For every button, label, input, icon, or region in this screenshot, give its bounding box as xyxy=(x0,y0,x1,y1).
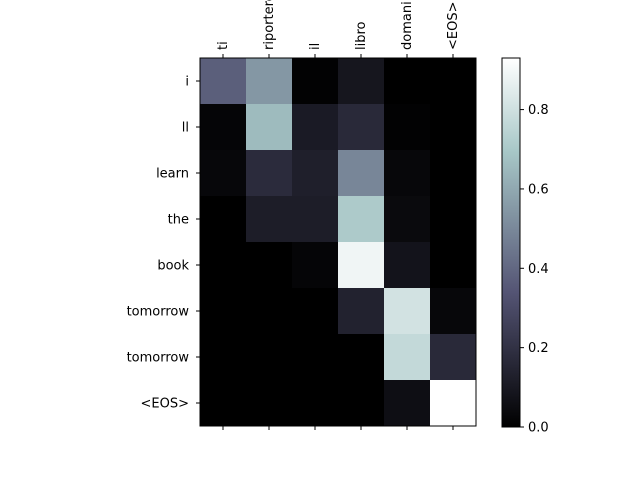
colorbar-tick-label: 0.8 xyxy=(528,103,549,118)
heatmap-cell-r2-c4 xyxy=(384,150,431,197)
heatmap-cell-r3-c0 xyxy=(200,196,247,243)
colorbar-tick-label: 0.2 xyxy=(528,341,549,356)
heatmap-cell-r4-c4 xyxy=(384,242,431,289)
heatmap-cell-r0-c1 xyxy=(246,58,293,105)
heatmap-cell-r7-c2 xyxy=(292,380,339,427)
colorbar-tick-label: 0.6 xyxy=(528,182,549,197)
heatmap-cell-r7-c3 xyxy=(338,380,385,427)
heatmap-cell-r0-c4 xyxy=(384,58,431,105)
heatmap-cell-r1-c0 xyxy=(200,104,247,151)
heatmap-cell-r6-c1 xyxy=(246,334,293,381)
heatmap-cell-r4-c1 xyxy=(246,242,293,289)
heatmap-cell-r4-c2 xyxy=(292,242,339,289)
x-tick-label: il xyxy=(308,43,323,50)
heatmap-cell-r0-c0 xyxy=(200,58,247,105)
plot-frame xyxy=(199,57,477,427)
heatmap-cell-r5-c0 xyxy=(200,288,247,335)
heatmap-cell-r2-c2 xyxy=(292,150,339,197)
heatmap-cell-r4-c3 xyxy=(338,242,385,289)
heatmap-cell-r0-c5 xyxy=(430,58,477,105)
heatmap-plot: ti riporterò il libro domani <EOS> i ll learn the… xyxy=(127,0,477,430)
heatmap-cell-r1-c3 xyxy=(338,104,385,151)
heatmap-cell-r6-c3 xyxy=(338,334,385,381)
heatmap-cell-r2-c0 xyxy=(200,150,247,197)
heatmap-cell-r7-c1 xyxy=(246,380,293,427)
y-tick-label: tomorrow xyxy=(127,351,190,366)
heatmap-cell-r7-c4 xyxy=(384,380,431,427)
heatmap-cell-r7-c0 xyxy=(200,380,247,427)
heatmap-cell-r0-c2 xyxy=(292,58,339,105)
heatmap-cell-r1-c1 xyxy=(246,104,293,151)
y-tick-label: learn xyxy=(156,167,189,182)
x-tick-label: libro xyxy=(354,21,369,50)
heatmap-cell-r1-c5 xyxy=(430,104,477,151)
heatmap-cell-r2-c3 xyxy=(338,150,385,197)
heatmap-cell-r1-c2 xyxy=(292,104,339,151)
heatmap-cell-r4-c5 xyxy=(430,242,477,289)
heatmap-cell-r3-c1 xyxy=(246,196,293,243)
colorbar-gradient xyxy=(501,57,521,428)
heatmap-cell-r5-c3 xyxy=(338,288,385,335)
heatmap-cell-r6-c0 xyxy=(200,334,247,381)
colorbar-tick-label: 0.0 xyxy=(528,421,549,436)
colorbar-tick-label: 0.4 xyxy=(528,262,549,277)
heatmap-cell-r6-c4 xyxy=(384,334,431,381)
heatmap-cell-r0-c3 xyxy=(338,58,385,105)
y-tick-label: tomorrow xyxy=(127,305,190,320)
x-tick-label: ti xyxy=(216,41,231,50)
y-tick-label: the xyxy=(168,213,189,228)
heatmap-cell-r5-c5 xyxy=(430,288,477,335)
y-tick-label: ll xyxy=(182,121,189,136)
heatmap-cell-r7-c5 xyxy=(430,380,477,427)
heatmap-cell-r3-c4 xyxy=(384,196,431,243)
heatmap-cell-r6-c2 xyxy=(292,334,339,381)
colorbar: 0.0 0.2 0.4 0.6 0.8 xyxy=(501,57,549,436)
heatmap-cell-r1-c4 xyxy=(384,104,431,151)
heatmap-cell-r2-c1 xyxy=(246,150,293,197)
x-tick-label: <EOS> xyxy=(446,2,461,50)
heatmap-cell-r4-c0 xyxy=(200,242,247,289)
heatmap-cell-r5-c1 xyxy=(246,288,293,335)
heatmap-cell-r5-c4 xyxy=(384,288,431,335)
x-tick-label: domani xyxy=(400,1,415,50)
heatmap-cell-r2-c5 xyxy=(430,150,477,197)
x-tick-label: riporterò xyxy=(262,0,277,50)
heatmap-cell-r3-c5 xyxy=(430,196,477,243)
heatmap-cell-r5-c2 xyxy=(292,288,339,335)
y-tick-label: i xyxy=(185,75,189,90)
heatmap-cell-r3-c2 xyxy=(292,196,339,243)
heatmap-cell-r6-c5 xyxy=(430,334,477,381)
y-tick-label: book xyxy=(157,259,189,274)
y-tick-label: <EOS> xyxy=(141,397,189,412)
heatmap-cell-r3-c3 xyxy=(338,196,385,243)
